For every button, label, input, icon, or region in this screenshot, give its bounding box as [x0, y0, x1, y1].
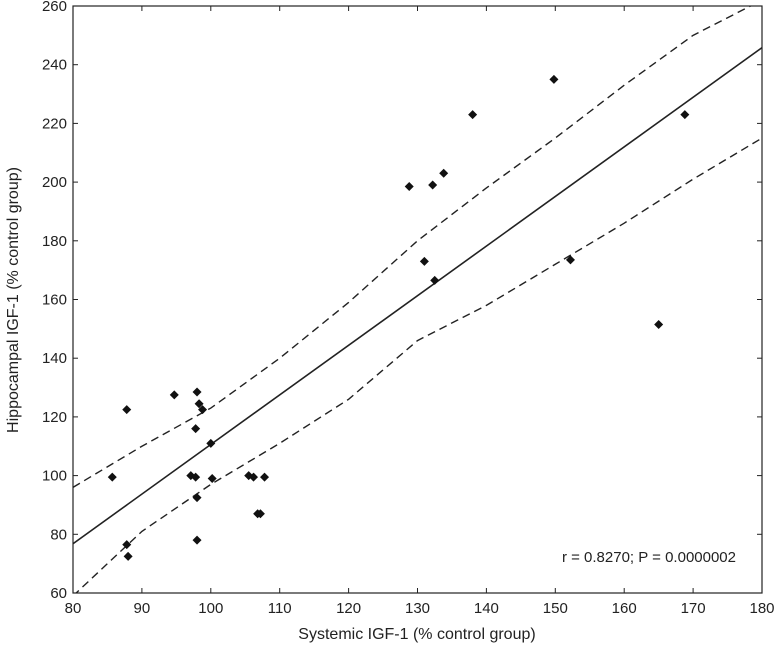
- y-tick-label: 60: [50, 585, 67, 602]
- regression-line: [73, 47, 762, 545]
- y-tick-label: 80: [50, 526, 67, 543]
- plot-frame: [72, 5, 763, 594]
- data-point: [565, 255, 575, 265]
- y-axis-tick-labels: 60 80 100 120 140 160 180 200 220 240 260: [42, 0, 67, 602]
- y-tick-label: 220: [42, 115, 67, 132]
- data-point: [260, 472, 270, 482]
- data-point: [122, 405, 132, 415]
- y-axis-ticks: [73, 64, 762, 535]
- y-tick-label: 120: [42, 409, 67, 426]
- x-tick-label: 180: [749, 600, 774, 617]
- data-point: [207, 474, 217, 484]
- data-point: [249, 472, 259, 482]
- x-tick-label: 120: [336, 600, 361, 617]
- data-point: [123, 551, 133, 561]
- x-tick-label: 100: [198, 600, 223, 617]
- data-point: [654, 319, 664, 329]
- data-point: [549, 74, 559, 84]
- y-axis-label: Hippocampal IGF-1 (% control group): [5, 167, 22, 433]
- x-axis-label: Systemic IGF-1 (% control group): [298, 626, 535, 643]
- data-point: [198, 405, 208, 415]
- data-point: [122, 540, 132, 550]
- y-tick-label: 200: [42, 174, 67, 191]
- x-tick-label: 150: [543, 600, 568, 617]
- data-point: [680, 110, 690, 120]
- x-tick-label: 130: [405, 600, 430, 617]
- data-point: [191, 472, 201, 482]
- y-tick-label: 160: [42, 292, 67, 309]
- y-tick-label: 240: [42, 57, 67, 74]
- data-point: [192, 535, 202, 545]
- x-axis-ticks: [141, 6, 694, 593]
- y-tick-label: 140: [42, 350, 67, 367]
- data-point: [419, 256, 429, 266]
- x-tick-label: 170: [681, 600, 706, 617]
- data-point: [191, 424, 201, 434]
- data-point: [194, 399, 204, 409]
- correlation-annotation: r = 0.8270; P = 0.0000002: [562, 549, 736, 566]
- data-point: [192, 493, 202, 503]
- series-layer: [73, 6, 762, 593]
- data-point: [107, 472, 117, 482]
- data-point: [255, 509, 265, 519]
- confidence-band-upper: [73, 6, 753, 488]
- data-point: [206, 438, 216, 448]
- y-tick-label: 180: [42, 233, 67, 250]
- data-point: [468, 110, 478, 120]
- x-tick-label: 160: [612, 600, 637, 617]
- x-tick-label: 80: [65, 600, 82, 617]
- y-tick-label: 100: [42, 468, 67, 485]
- x-tick-label: 140: [474, 600, 499, 617]
- x-tick-label: 90: [134, 600, 151, 617]
- x-tick-label: 110: [268, 600, 292, 617]
- data-point: [439, 168, 449, 178]
- data-point: [430, 275, 440, 285]
- data-point: [169, 390, 179, 400]
- data-point: [404, 182, 414, 192]
- y-tick-label: 260: [42, 0, 67, 15]
- x-axis-tick-labels: 80 90 100 110 120 130 140 150 160 170 180: [65, 600, 775, 617]
- data-point: [428, 180, 438, 190]
- data-point: [192, 387, 202, 397]
- confidence-band-lower: [75, 137, 762, 593]
